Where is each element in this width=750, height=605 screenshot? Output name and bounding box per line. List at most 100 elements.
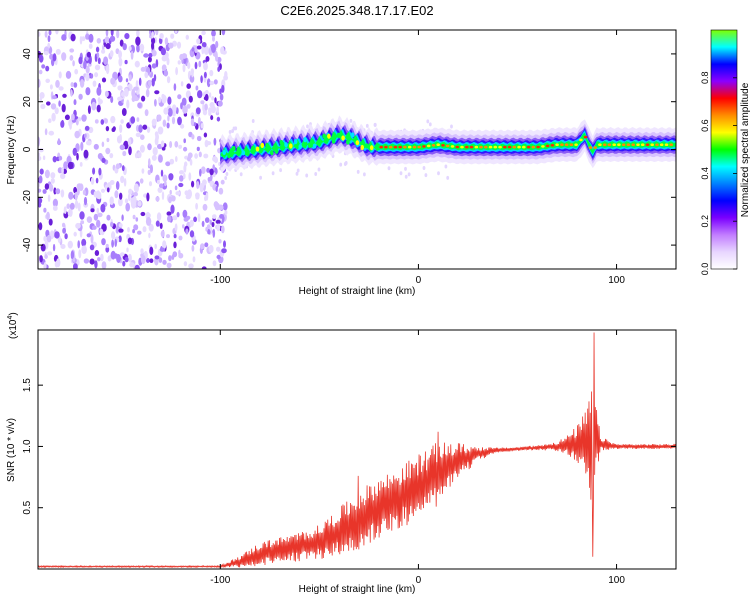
noise-speck [164, 181, 167, 187]
noise-speck [203, 153, 209, 159]
noise-speck [128, 146, 132, 156]
noise-speck [137, 151, 142, 158]
noise-speck [218, 204, 224, 211]
noise-speck [119, 39, 124, 47]
ridge-core [441, 144, 445, 147]
noise-speck [208, 92, 212, 98]
spectrogram-x-axis-label: Height of straight line (km) [299, 286, 416, 297]
noise-speck [195, 85, 199, 91]
noise-speck [166, 122, 170, 129]
noise-speck [195, 107, 201, 115]
noise-speck [139, 43, 145, 52]
noise-speck [124, 256, 129, 263]
noise-speck [169, 189, 172, 195]
noise-speck [183, 261, 188, 267]
noise-speck [184, 190, 189, 196]
noise-speck [168, 42, 174, 49]
noise-speck [57, 167, 63, 174]
noise-speck [144, 71, 149, 79]
ridge-band [220, 129, 676, 159]
noise-speck [206, 167, 211, 173]
ridge-core [612, 143, 616, 146]
noise-speck [109, 35, 116, 42]
colorbar-tick-label: 0.0 [700, 263, 710, 276]
noise-speck [196, 146, 200, 152]
noise-speck [154, 99, 157, 107]
noise-speck [77, 117, 82, 122]
noise-speck [203, 132, 208, 138]
noise-speck [110, 115, 116, 124]
noise-speck [64, 233, 68, 240]
noise-speck [151, 63, 157, 69]
spectrogram-x-tick-label: -100 [210, 275, 230, 286]
noise-speck [160, 140, 165, 148]
noise-speck [212, 260, 217, 267]
noise-speck [204, 103, 208, 111]
noise-speck [168, 173, 174, 181]
ridge-core [488, 145, 493, 149]
noise-speck [166, 262, 172, 269]
spectrogram-y-tick-label: -40 [22, 237, 33, 252]
ridge-core [536, 145, 540, 149]
noise-speck [204, 217, 210, 224]
noise-speck [63, 206, 67, 215]
noise-speck [200, 166, 206, 174]
noise-speck [141, 168, 145, 174]
noise-speck [90, 208, 95, 213]
noise-speck [175, 156, 178, 162]
noise-speck [167, 96, 172, 105]
noise-speck [54, 107, 59, 115]
noise-speck [55, 30, 59, 35]
noise-speck [67, 161, 74, 170]
ridge-core [531, 145, 536, 149]
noise-speck [66, 254, 70, 260]
noise-speck [58, 155, 63, 161]
noise-speck [199, 184, 204, 193]
noise-speck [122, 150, 127, 157]
noise-speck [94, 250, 100, 256]
ridge-core [374, 144, 379, 150]
noise-speck [160, 169, 164, 177]
noise-speck [74, 200, 79, 209]
noise-speck [191, 134, 195, 140]
ridge-core [574, 143, 578, 146]
noise-speck [73, 82, 78, 88]
spectrogram-panel: -100 0 100 -40 -20 0 20 40 Height of straight … [6, 29, 677, 297]
noise-speck [93, 190, 98, 198]
noise-speck [179, 175, 184, 182]
noise-speck [110, 221, 114, 228]
noise-speck [44, 128, 48, 136]
snr-x-ticks: -100 0 100 [210, 330, 625, 586]
noise-speck [89, 244, 95, 251]
noise-speck [222, 202, 228, 211]
noise-speck [38, 175, 43, 184]
colorbar-label: Normalized spectral amplitude [740, 82, 750, 217]
ridge-core [598, 143, 602, 146]
noise-speck [90, 73, 94, 79]
ridge-core [517, 145, 521, 149]
noise-speck [90, 234, 94, 244]
noise-speck [175, 191, 181, 196]
noise-speck [295, 171, 299, 176]
noise-speck [129, 262, 135, 268]
noise-speck [177, 60, 181, 65]
figure-title: C2E6.2025.348.17.17.E02 [280, 3, 433, 18]
noise-speck [211, 30, 216, 37]
noise-speck [204, 93, 209, 102]
noise-speck [69, 48, 75, 53]
noise-speck [192, 256, 196, 263]
noise-speck [58, 100, 61, 107]
noise-speck [45, 65, 50, 72]
ridge-core [379, 145, 384, 149]
noise-speck [200, 122, 204, 129]
noise-speck [194, 61, 198, 70]
ridge-core [560, 143, 564, 146]
noise-speck [162, 240, 167, 250]
noise-speck [88, 126, 94, 134]
noise-speck [207, 229, 211, 235]
ridge-core [436, 143, 441, 146]
noise-speck [52, 198, 59, 208]
spectrogram-y-tick-label: 20 [22, 96, 33, 108]
noise-speck [156, 179, 160, 185]
